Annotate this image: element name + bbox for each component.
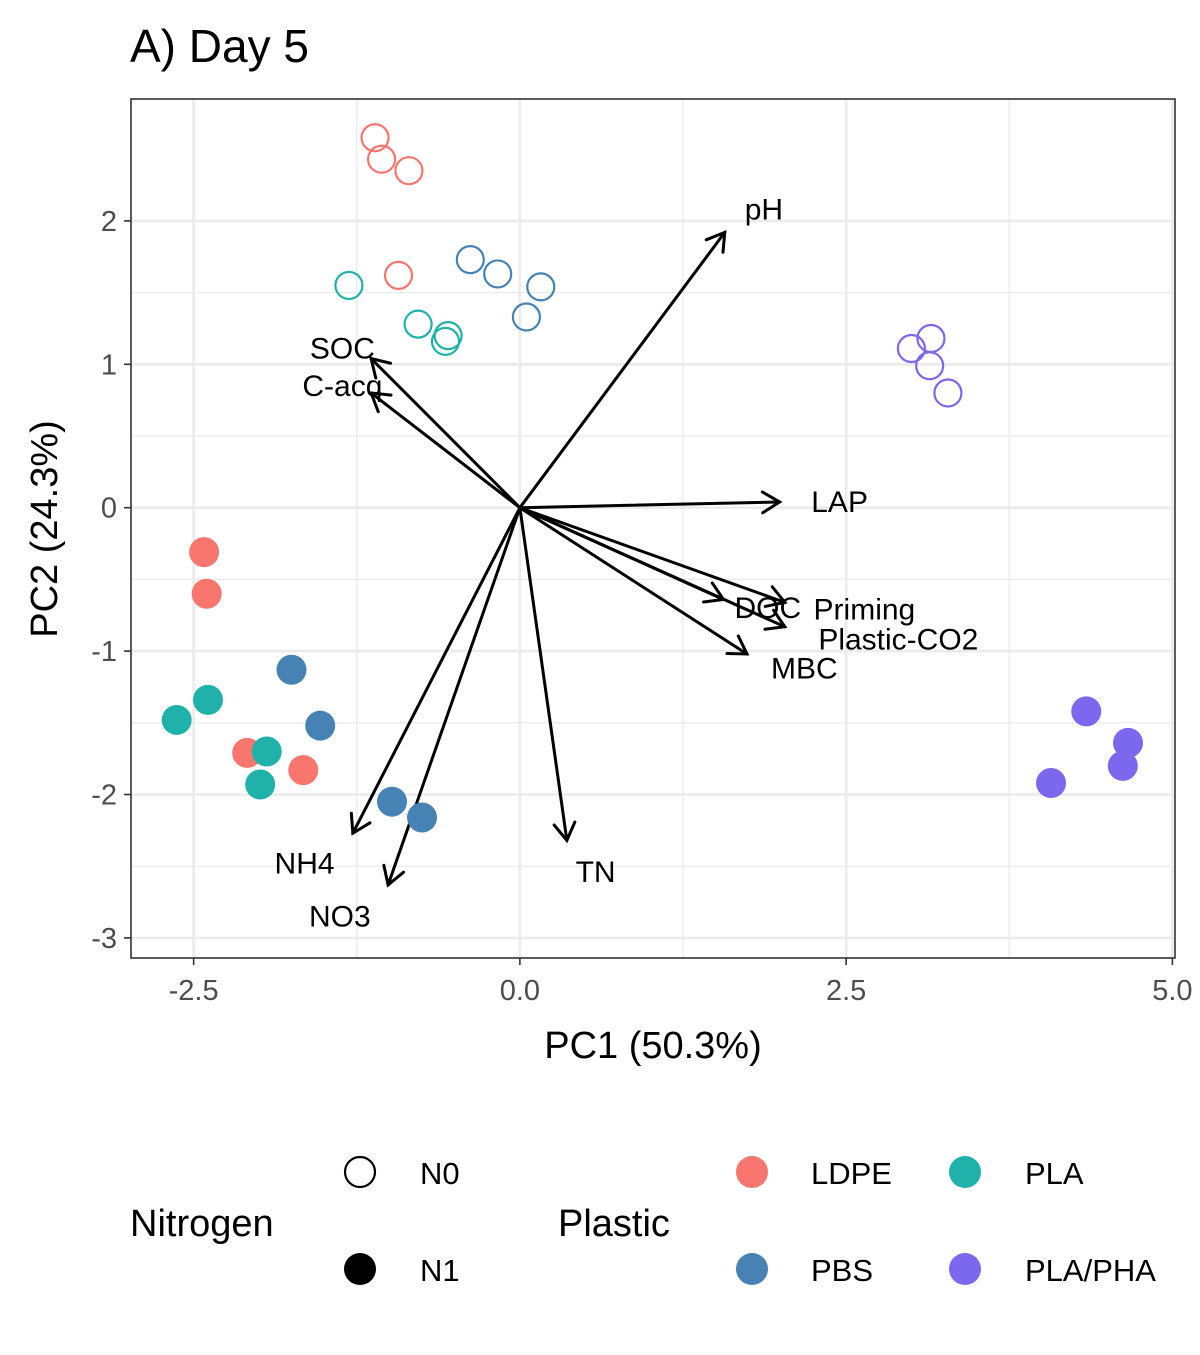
legend-label-n0: N0	[420, 1156, 460, 1191]
loading-label-soc: SOC	[310, 333, 375, 366]
legend-label-ldpe: LDPE	[811, 1156, 892, 1191]
legend-key-open-circle	[343, 1155, 377, 1189]
loading-arrow-tn	[518, 506, 569, 842]
loading-arrowhead-ph	[704, 230, 727, 254]
loading-arrowhead-plastic-co2	[763, 608, 788, 631]
point-pla-pha-n0	[896, 333, 926, 364]
legend-key-ldpe	[736, 1156, 768, 1188]
point-pbs-n1	[407, 802, 438, 833]
point-pla-pha-n0	[915, 351, 945, 381]
point-pbs-n0	[483, 259, 513, 289]
point-pla-n0	[433, 321, 463, 351]
point-ldpe-n0	[383, 260, 414, 290]
point-pbs-n0	[526, 272, 556, 302]
loading-arrow-mbc	[518, 506, 749, 656]
x-axis-title: PC1 (50.3%)	[544, 1025, 762, 1067]
point-pla-pha-n1	[1071, 696, 1102, 727]
loading-arrowhead-soc	[369, 356, 393, 380]
loading-label-c-acq: C-acq	[302, 370, 382, 403]
point-ldpe-n1	[189, 537, 220, 568]
legend-label-pla: PLA	[1025, 1156, 1084, 1191]
legend-title-plastic: Plastic	[558, 1203, 670, 1245]
legend-label-pla-pha: PLA/PHA	[1025, 1253, 1156, 1288]
loading-arrow-lap	[518, 500, 782, 510]
legend-key-filled-circle	[344, 1253, 376, 1285]
sample-points	[161, 123, 1144, 833]
loading-label-priming: Priming	[814, 594, 916, 627]
loading-arrowhead-nh4	[349, 811, 372, 836]
point-pla-n1	[251, 736, 282, 767]
y-tick-label: -3	[91, 923, 117, 955]
loading-label-nh4: NH4	[275, 847, 335, 880]
legend-title-nitrogen: Nitrogen	[130, 1203, 274, 1245]
point-pbs-n1	[276, 654, 307, 685]
x-tick-label: 2.5	[826, 975, 866, 1007]
point-pla-pha-n0	[933, 378, 963, 408]
legend: Nitrogen Plastic N0 N1 LDPE PLA PBS PLA/…	[130, 1155, 1156, 1288]
x-tick-label: -2.5	[169, 975, 219, 1007]
point-ldpe-n0	[394, 156, 424, 186]
y-axis-title: PC2 (24.3%)	[24, 420, 66, 638]
legend-label-pbs: PBS	[811, 1253, 873, 1288]
point-pbs-n0	[455, 245, 485, 275]
loading-label-tn: TN	[576, 856, 616, 889]
loading-label-doc: DOC	[735, 592, 802, 625]
point-pla-n0	[403, 309, 433, 339]
loading-arrows	[349, 230, 788, 888]
point-pla-n0	[334, 270, 364, 301]
loading-arrow-plastic-co2	[518, 506, 787, 629]
loading-label-no3: NO3	[309, 900, 371, 933]
grid-lines	[131, 99, 1175, 958]
point-pla-n1	[161, 704, 192, 735]
loading-arrowhead-no3	[382, 863, 406, 888]
panel-border	[130, 98, 1176, 959]
loading-label-ph: pH	[745, 193, 783, 226]
loading-arrowhead-c-acq	[368, 391, 393, 414]
point-ldpe-n1	[191, 578, 222, 609]
loading-arrowhead-tn	[552, 820, 577, 844]
y-axis-ticks: -3 -2 -1 0 1 2	[91, 206, 131, 955]
loading-arrow-priming	[518, 506, 787, 604]
point-pla-pha-n1	[1036, 768, 1067, 799]
loading-arrowhead-priming	[763, 585, 788, 608]
point-pbs-n0	[511, 302, 542, 332]
legend-label-n1: N1	[420, 1253, 460, 1288]
loading-arrow-c-acq	[369, 391, 522, 510]
loading-arrow-soc	[369, 357, 522, 510]
point-pla-n0	[430, 326, 461, 356]
legend-key-pla	[949, 1156, 981, 1188]
loading-arrow-nh4	[351, 506, 522, 835]
y-tick-label: 0	[101, 493, 117, 525]
x-tick-label: 5.0	[1152, 975, 1192, 1007]
legend-key-pbs	[736, 1253, 768, 1285]
point-ldpe-n0	[366, 144, 397, 174]
loading-arrow-no3	[386, 506, 522, 887]
y-tick-label: 1	[101, 349, 117, 381]
y-tick-label: 2	[101, 206, 117, 238]
point-pbs-n1	[377, 786, 407, 817]
y-tick-label: -1	[91, 636, 117, 668]
point-pla-n1	[192, 684, 223, 715]
loading-label-plastic-co2: Plastic-CO2	[818, 624, 978, 657]
point-pla-pha-n1	[1107, 750, 1138, 781]
loading-arrow-ph	[518, 230, 727, 510]
loading-label-lap: LAP	[811, 486, 868, 519]
x-axis-ticks: -2.5 0.0 2.5 5.0	[169, 958, 1193, 1007]
loading-arrowhead-mbc	[725, 634, 750, 656]
point-pla-pha-n1	[1113, 727, 1144, 758]
y-tick-label: -2	[91, 780, 117, 812]
loading-label-mbc: MBC	[771, 652, 838, 685]
point-pbs-n1	[305, 710, 336, 741]
point-ldpe-n1	[288, 755, 319, 786]
chart-title: A) Day 5	[130, 20, 309, 72]
legend-key-pla-pha	[949, 1253, 981, 1285]
point-ldpe-n0	[360, 123, 390, 153]
point-pla-n1	[245, 769, 276, 800]
loading-arrowhead-lap	[760, 490, 783, 515]
x-tick-label: 0.0	[500, 975, 540, 1007]
